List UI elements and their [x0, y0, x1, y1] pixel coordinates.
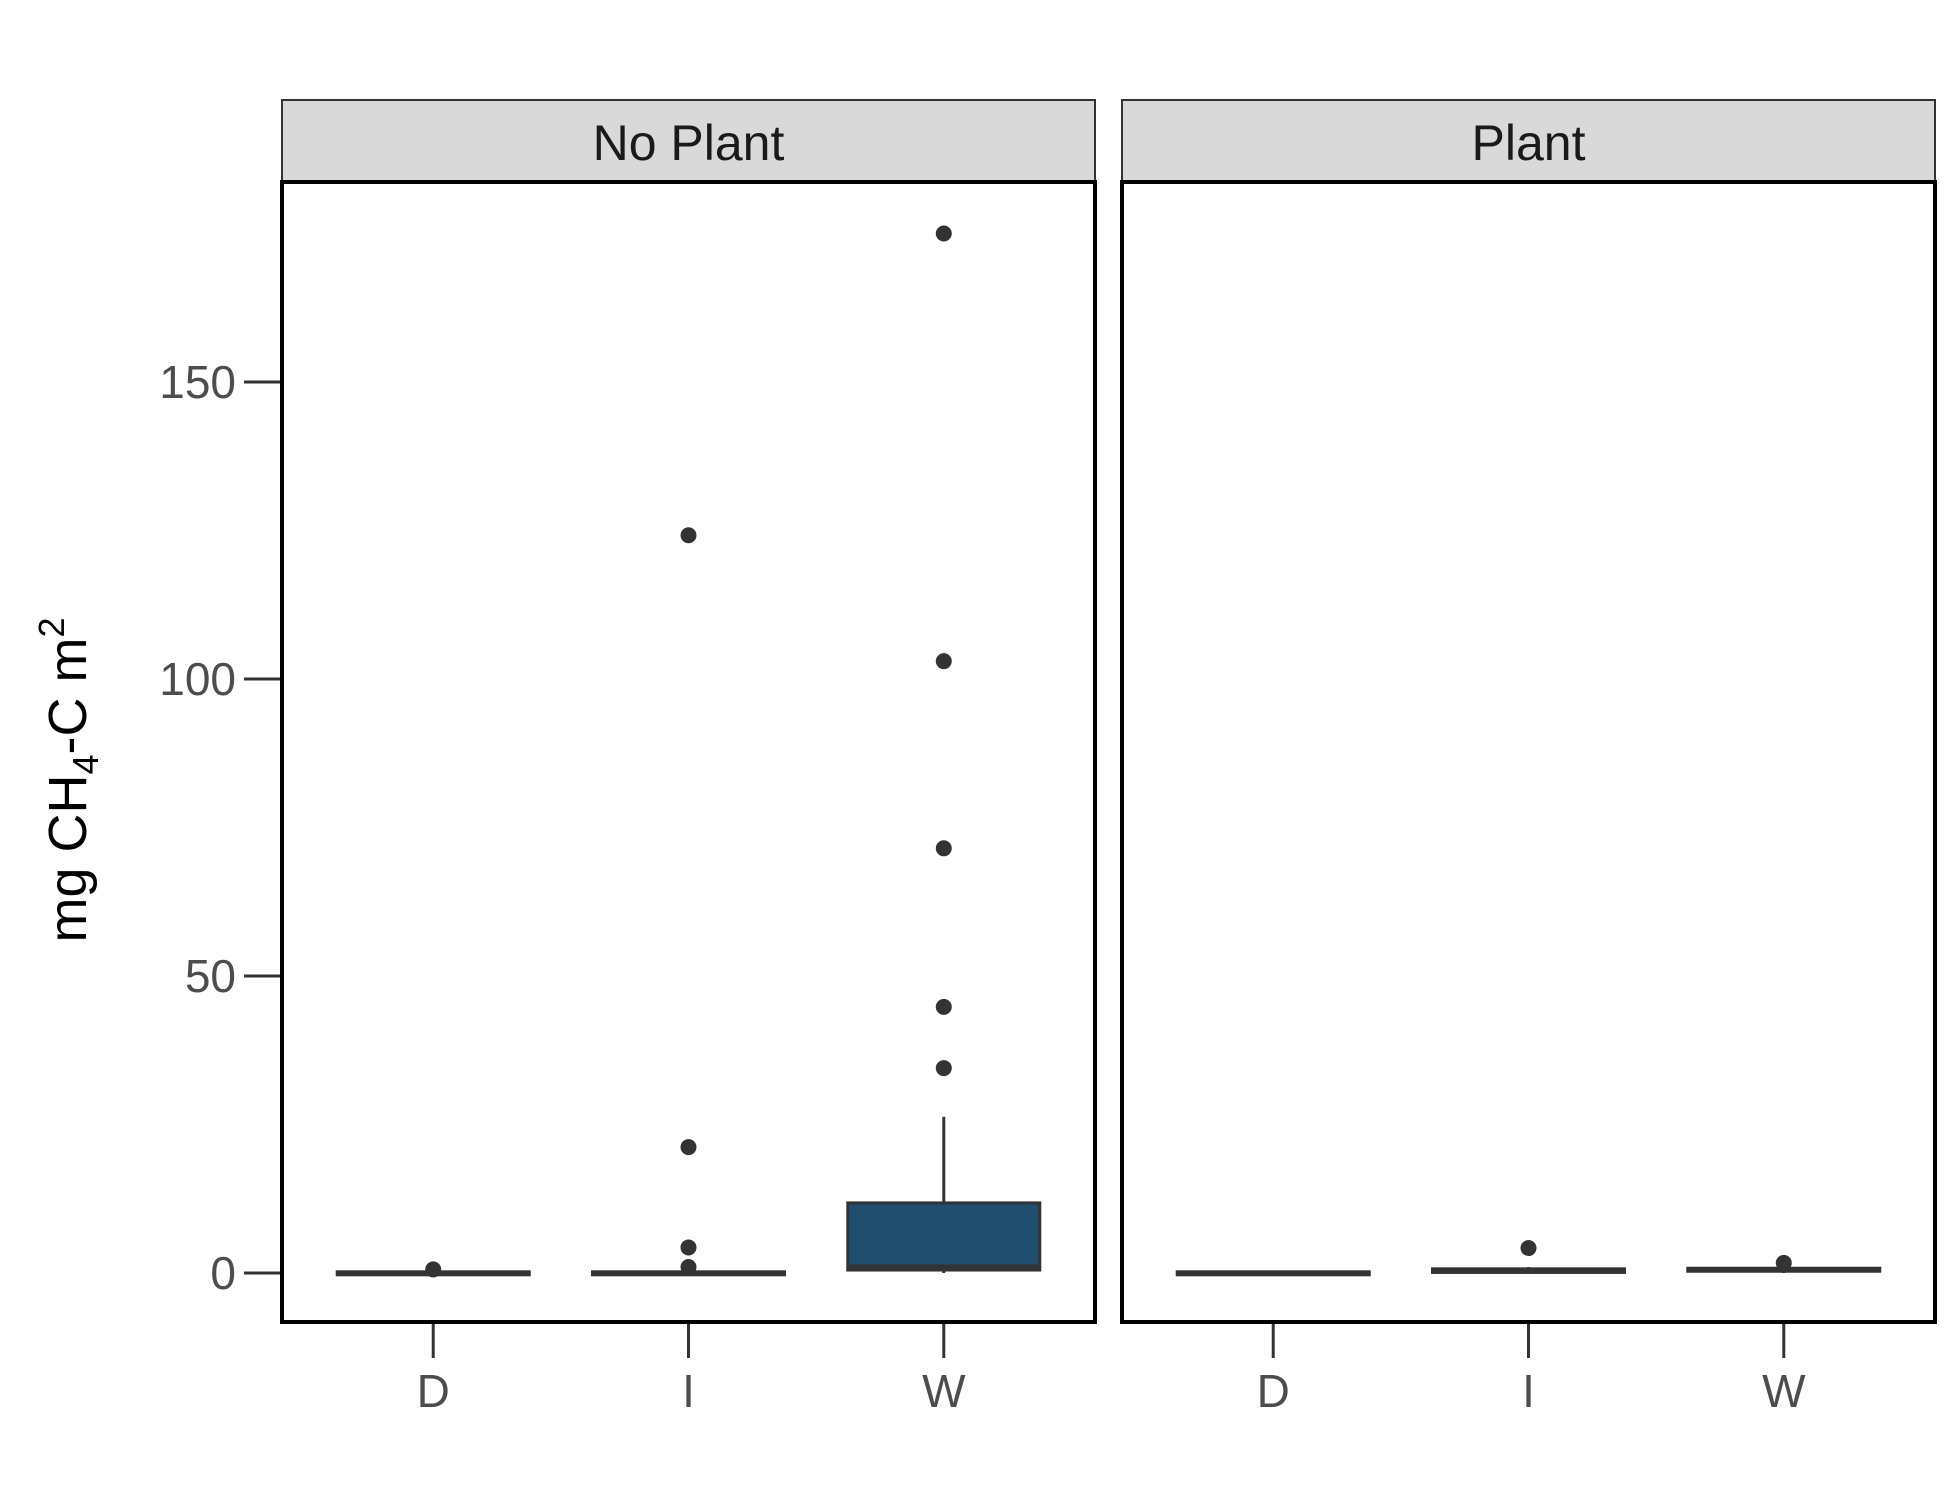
outlier-point: [680, 1239, 697, 1256]
plot-panel-bg: [282, 182, 1095, 1322]
y-axis-title: mg CH4-C m2: [31, 617, 106, 942]
plot-panel-border: [1120, 180, 1937, 1324]
box-W: [1686, 1254, 1882, 1273]
x-tick-label: D: [417, 1365, 450, 1417]
box-D: [1175, 1270, 1371, 1277]
outlier-point: [935, 1060, 952, 1077]
facet-strip-label: Plant: [1472, 115, 1586, 171]
y-tick-label: 50: [185, 950, 236, 1002]
outlier-point: [680, 1259, 697, 1276]
outlier-point: [935, 225, 952, 242]
outlier-point: [935, 840, 952, 857]
facet-panel: No Plant D I W: [280, 99, 1097, 1417]
outlier-point: [1775, 1254, 1792, 1271]
box-D: [335, 1261, 531, 1278]
outlier-point: [935, 998, 952, 1015]
facet-strip: [281, 99, 1096, 183]
y-axis: 0 50 100 150: [159, 356, 282, 1299]
box-iqr: [846, 1201, 1042, 1272]
y-tick-label: 100: [159, 653, 236, 705]
x-tick-label: I: [1522, 1365, 1535, 1417]
outlier-point: [680, 527, 697, 544]
box-W: [846, 225, 1042, 1273]
facet-strip-label: No Plant: [593, 115, 785, 171]
plot-panel-border: [280, 180, 1097, 1324]
plot-panel-bg: [1122, 182, 1935, 1322]
y-tick-label: 0: [210, 1247, 236, 1299]
y-tick-label: 150: [159, 356, 236, 408]
outlier-point: [1520, 1240, 1537, 1257]
x-tick-label: I: [682, 1365, 695, 1417]
x-tick-label: W: [922, 1365, 966, 1417]
box-I: [591, 527, 786, 1277]
outlier-point: [935, 653, 952, 670]
box-I: [1431, 1240, 1626, 1274]
x-tick-label: D: [1257, 1365, 1290, 1417]
outlier-point: [425, 1261, 442, 1278]
facet-panels: No Plant D I W Plant D I W: [280, 99, 1937, 1417]
x-tick-label: W: [1762, 1365, 1806, 1417]
facet-strip: [1121, 99, 1936, 183]
outlier-point: [680, 1139, 697, 1156]
facet-panel: Plant D I W: [1120, 99, 1937, 1417]
